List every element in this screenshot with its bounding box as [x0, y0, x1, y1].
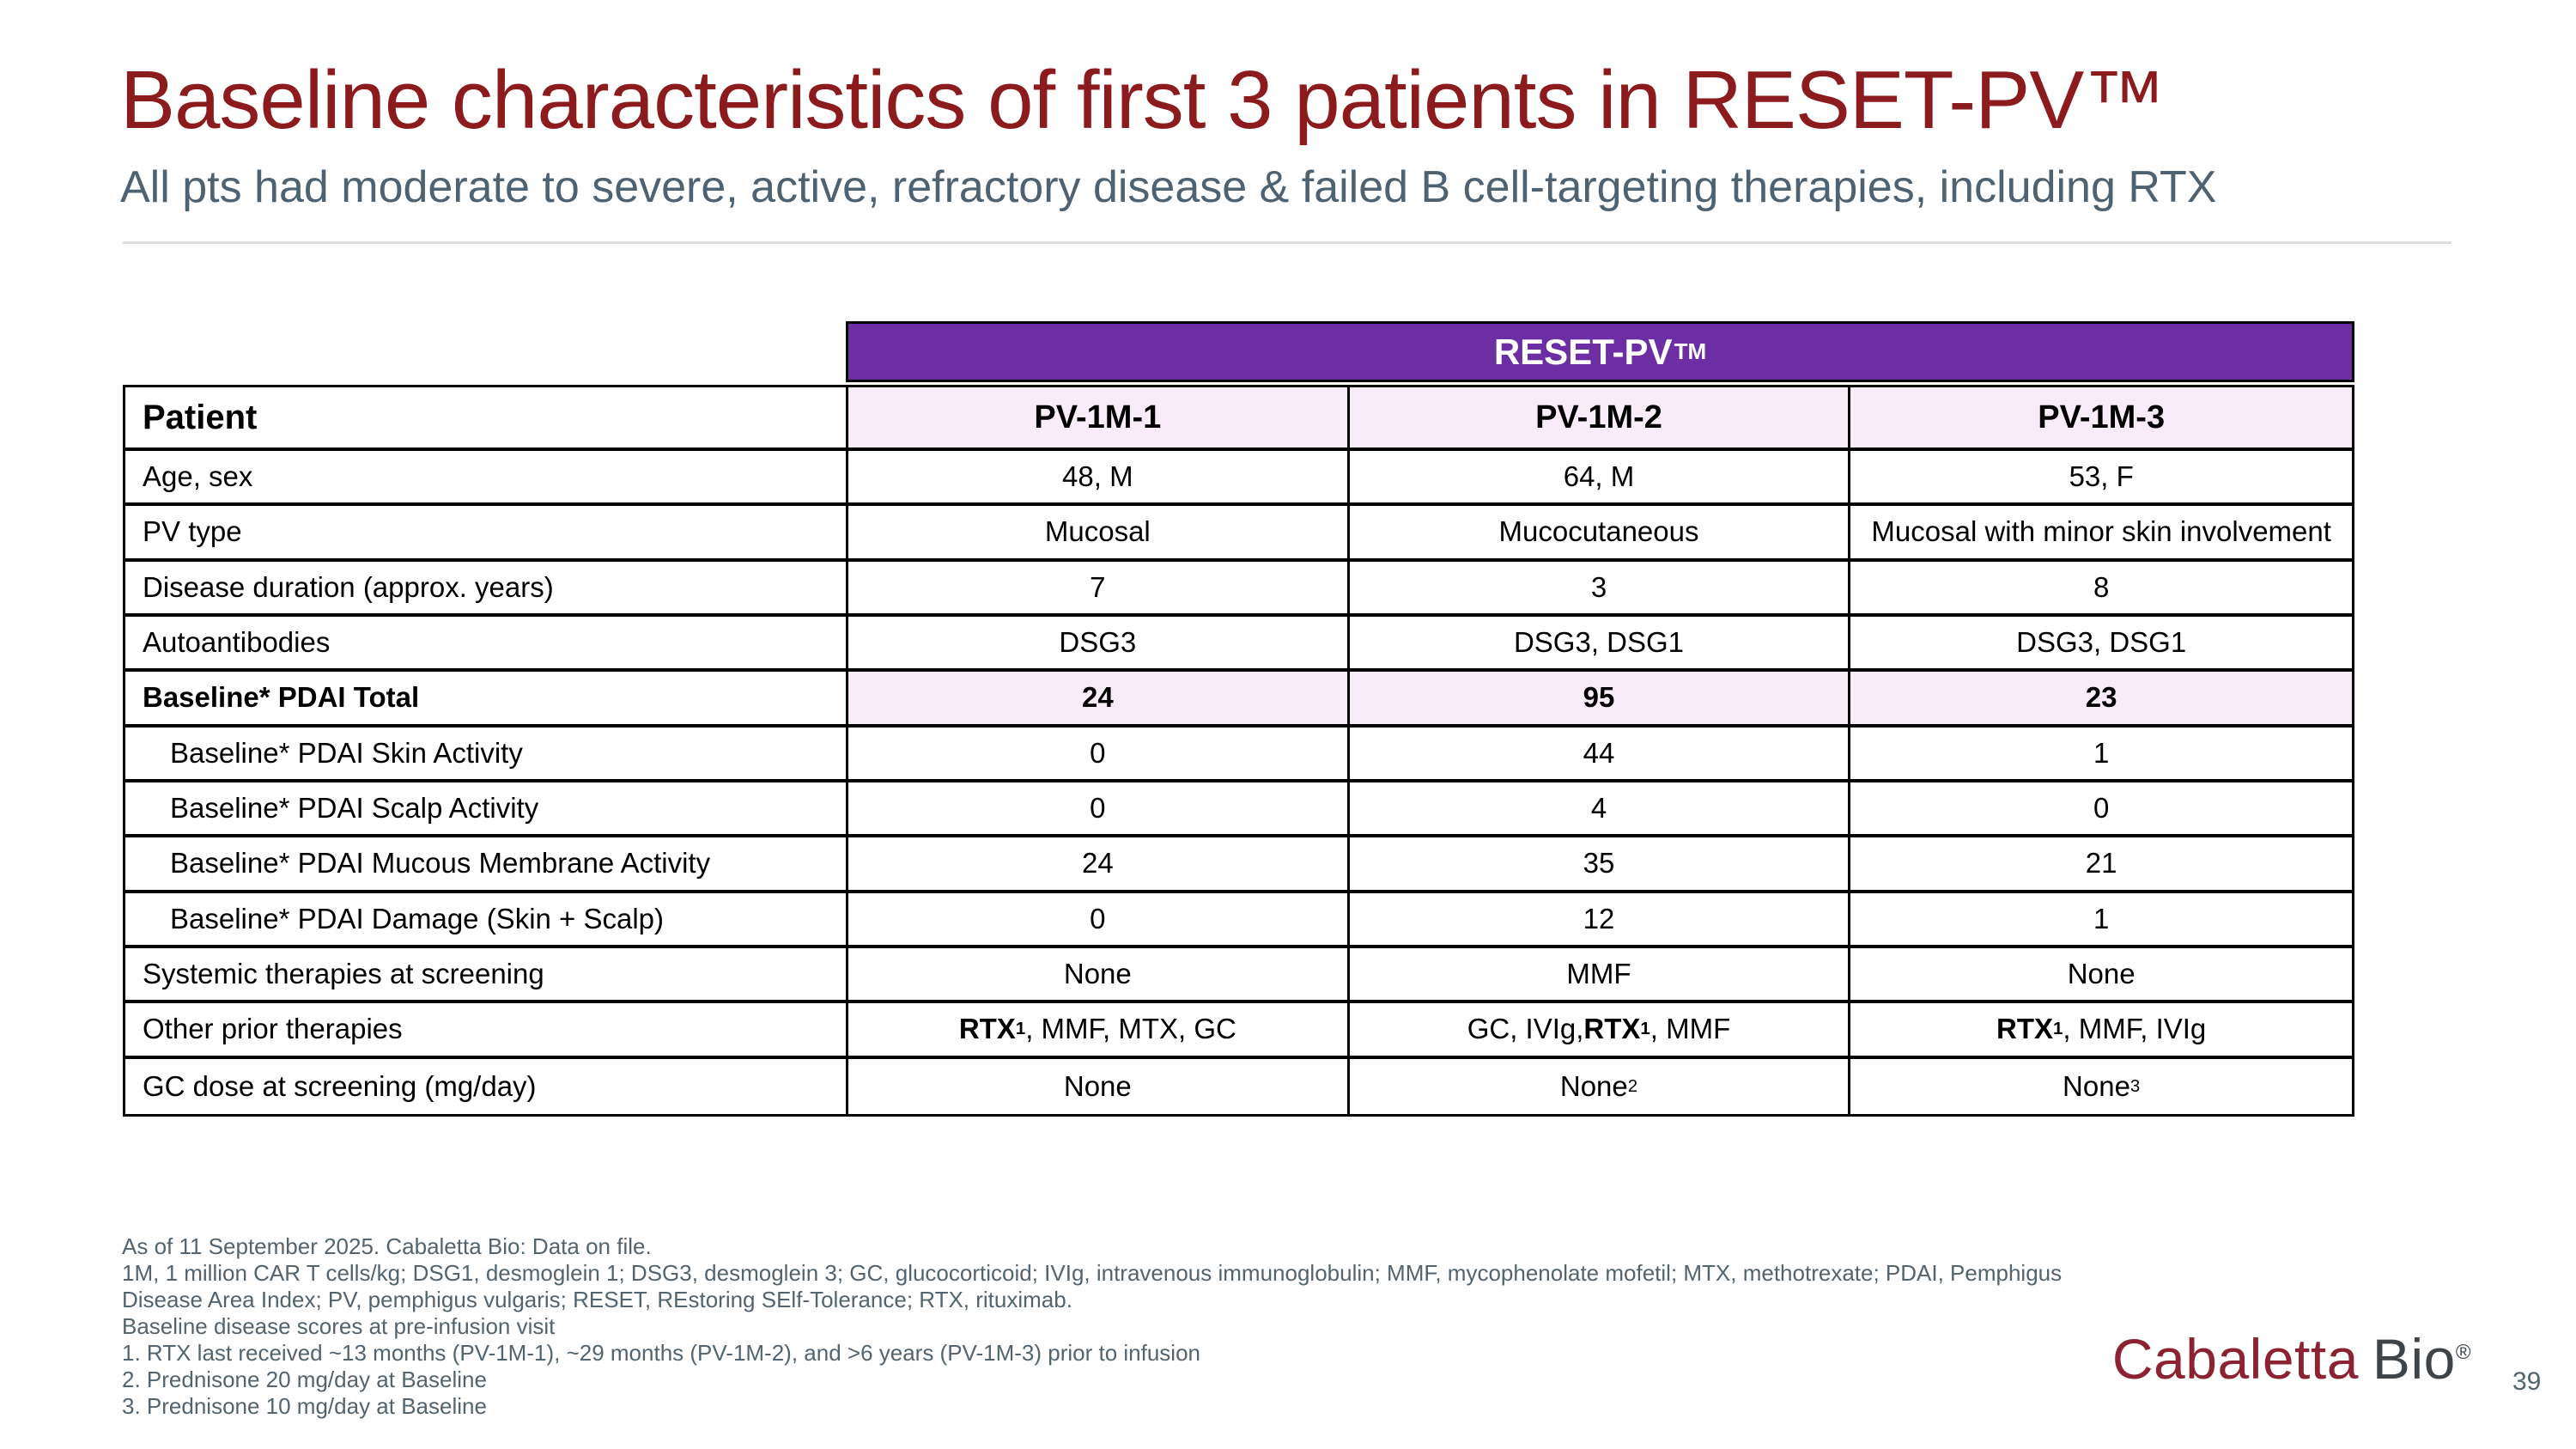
table-cell-value: DSG3, DSG1 [1349, 617, 1851, 673]
table-cell-value: 12 [1349, 892, 1851, 948]
table-cell-value: None [1850, 948, 2352, 1004]
table-cell-value: None 3 [1850, 1058, 2352, 1114]
cell-text-run: , MMF [1649, 1013, 1731, 1045]
table-cell-value: Mucosal [848, 506, 1350, 562]
table-band-reset-pv: RESET-PV TM [846, 321, 2354, 382]
table-cell-value: None [848, 1058, 1350, 1114]
cell-text-run: RTX [1583, 1013, 1641, 1045]
table-cell-value: None [848, 948, 1350, 1004]
page-subtitle: All pts had moderate to severe, active, … [120, 162, 2217, 212]
page-number: 39 [2512, 1367, 2542, 1396]
row-label: Baseline* PDAI Skin Activity [125, 727, 848, 782]
row-label: Baseline* PDAI Scalp Activity [125, 782, 848, 838]
footnote-line: Disease Area Index; PV, pemphigus vulgar… [122, 1287, 1072, 1312]
table-cell-value: 24 [848, 837, 1350, 893]
table-cell-value: Mucocutaneous [1349, 506, 1851, 562]
table-cell-value: MMF [1349, 948, 1851, 1004]
table-cell-value: 1 [1850, 727, 2352, 782]
footnote-line: 2. Prednisone 20 mg/day at Baseline [122, 1367, 487, 1392]
table-cell-value: Mucosal with minor skin involvement [1850, 506, 2352, 562]
row-label: Baseline* PDAI Mucous Membrane Activity [125, 837, 848, 893]
row-label: GC dose at screening (mg/day) [125, 1058, 848, 1114]
table-cell-value: RTX 1, MMF, MTX, GC [848, 1003, 1350, 1059]
row-label: Age, sex [125, 451, 848, 507]
table-cell-value: 95 [1349, 672, 1851, 728]
table-cell-value: 23 [1850, 672, 2352, 728]
footnote-line: 1. RTX last received ~13 months (PV-1M-1… [122, 1340, 1200, 1366]
column-header-pv-1m-1: PV-1M-1 [848, 387, 1350, 451]
row-label: Other prior therapies [125, 1003, 848, 1059]
table-cell-value: 7 [848, 561, 1350, 617]
table-cell-value: None 2 [1349, 1058, 1851, 1114]
table-cell-value: 48, M [848, 451, 1350, 507]
row-label: PV type [125, 506, 848, 562]
table-cell-value: 0 [848, 782, 1350, 838]
table-cell-value: 0 [1850, 782, 2352, 838]
footnote-line: 3. Prednisone 10 mg/day at Baseline [122, 1393, 487, 1419]
cell-text-run: , MMF, IVIg [2063, 1013, 2207, 1045]
column-header-pv-1m-2: PV-1M-2 [1349, 387, 1851, 451]
header-divider [123, 241, 2451, 244]
row-label: Baseline* PDAI Damage (Skin + Scalp) [125, 892, 848, 948]
cell-text-run: None [1559, 1069, 1628, 1102]
row-label: Baseline* PDAI Total [125, 672, 848, 728]
cabaletta-bio-logo: Cabaletta Bio® [2112, 1326, 2471, 1391]
table-cell-value: DSG3, DSG1 [1850, 617, 2352, 673]
row-label: Autoantibodies [125, 617, 848, 673]
cell-text-run: , MMF, MTX, GC [1025, 1013, 1236, 1045]
column-header-pv-1m-3: PV-1M-3 [1850, 387, 2352, 451]
table-cell-value: 8 [1850, 561, 2352, 617]
table-cell-value: 44 [1349, 727, 1851, 782]
cell-text-run: None [2063, 1069, 2130, 1102]
table-cell-value: RTX 1, MMF, IVIg [1850, 1003, 2352, 1059]
footnote-line: Baseline disease scores at pre-infusion … [122, 1313, 556, 1339]
baseline-characteristics-table: Patient PV-1M-1 PV-1M-2 PV-1M-3 Age, sex 48, … [123, 385, 2354, 1117]
cell-text-run: RTX [958, 1013, 1016, 1045]
row-label: Systemic therapies at screening [125, 948, 848, 1004]
band-label: RESET-PV [1493, 331, 1673, 372]
cell-text-run: GC, IVIg, [1467, 1013, 1584, 1045]
table-cell-value: 24 [848, 672, 1350, 728]
table-cell-value: GC, IVIg, RTX 1, MMF [1349, 1003, 1851, 1059]
table-cell-value: 3 [1349, 561, 1851, 617]
table-cell-value: DSG3 [848, 617, 1350, 673]
cell-text-run: RTX [1996, 1013, 2054, 1045]
table-cell-value: 1 [1850, 892, 2352, 948]
table-cell-value: 35 [1349, 837, 1851, 893]
logo-text-bio: Bio [2372, 1327, 2456, 1391]
footnote-line: 1M, 1 million CAR T cells/kg; DSG1, desm… [122, 1260, 2063, 1286]
row-label: Disease duration (approx. years) [125, 561, 848, 617]
table-cell-value: 0 [848, 892, 1350, 948]
registered-trademark-icon: ® [2455, 1341, 2471, 1364]
table-cell-value: 64, M [1349, 451, 1851, 507]
table-cell-value: 53, F [1850, 451, 2352, 507]
table-cell-value: 21 [1850, 837, 2352, 893]
footnote-line: As of 11 September 2025. Cabaletta Bio: … [122, 1233, 652, 1259]
column-header-patient: Patient [125, 387, 848, 451]
page-title: Baseline characteristics of first 3 pati… [120, 54, 2166, 146]
footnotes: As of 11 September 2025. Cabaletta Bio: … [122, 1233, 2097, 1420]
table-cell-value: 0 [848, 727, 1350, 782]
logo-text-cabaletta: Cabaletta [2111, 1327, 2359, 1391]
band-trademark-sup: TM [1674, 338, 1707, 364]
table-cell-value: 4 [1349, 782, 1851, 838]
